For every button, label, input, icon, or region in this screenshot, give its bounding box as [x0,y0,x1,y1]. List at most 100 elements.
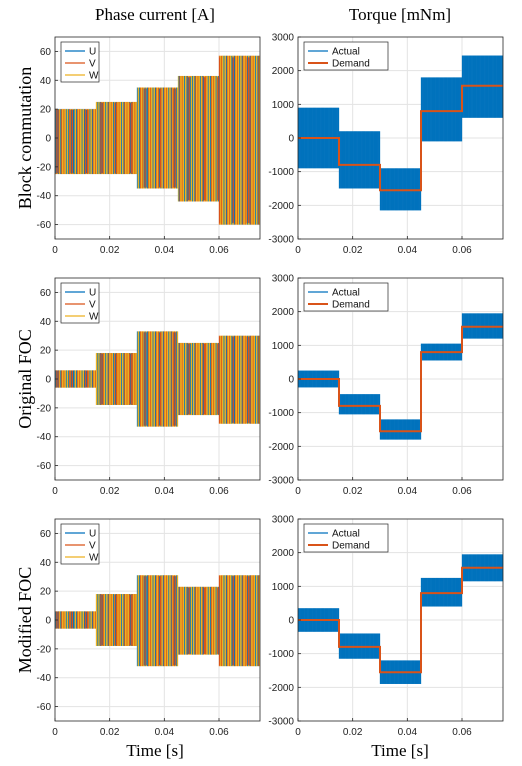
y-tick-label: -20 [37,403,52,414]
x-axis-label-right: Time [s] [371,741,428,760]
legend-label: Actual [332,529,360,540]
y-tick-label: 3000 [272,274,295,285]
y-tick-label: -20 [37,162,52,173]
x-tick-label: 0 [52,245,58,256]
legend: UVW [60,41,100,83]
legend-box [303,523,389,553]
x-tick-label: 0.06 [452,727,472,738]
legend-label: V [89,541,96,552]
legend-label: V [89,300,96,311]
y-tick-label: 2000 [272,307,295,318]
y-tick-label: 1000 [272,582,295,593]
block-commutation-current-data [55,55,260,225]
legend-label: U [89,47,96,58]
x-tick-label: 0.04 [155,486,175,497]
column-title-phase-current: Phase current [A] [95,5,215,24]
original-foc-current-data [55,331,260,427]
y-tick-label: -60 [37,220,52,231]
legend-label: U [89,288,96,299]
legend-label: W [89,553,99,564]
y-tick-label: 20 [40,105,52,116]
legend: UVW [60,282,100,324]
x-tick-label: 0.06 [452,486,472,497]
y-tick-label: -40 [37,432,52,443]
modified-foc-current-data [55,575,260,667]
x-tick-label: 0 [52,727,58,738]
y-tick-label: 40 [40,76,52,87]
x-tick-label: 0.06 [452,245,472,256]
demand-torque-line [298,84,503,192]
y-tick-label: 60 [40,288,52,299]
row-label-block-commutation: Block commutation [15,67,35,209]
column-title-torque: Torque [mNm] [349,5,451,24]
x-tick-label: 0.06 [209,727,229,738]
y-tick-label: -20 [37,644,52,655]
row-label-original-foc: Original FOC [15,329,35,429]
y-tick-label: 0 [45,134,51,145]
legend-box [303,282,389,312]
y-tick-label: -1000 [268,649,294,660]
x-tick-label: 0 [52,486,58,497]
y-tick-label: -60 [37,461,52,472]
x-tick-label: 0.06 [209,245,229,256]
y-tick-label: 60 [40,47,52,58]
y-tick-label: 40 [40,558,52,569]
y-tick-label: 2000 [272,66,295,77]
y-tick-label: 20 [40,346,52,357]
y-tick-label: -3000 [268,476,294,487]
x-tick-label: 0.04 [398,486,418,497]
y-tick-label: 0 [288,616,294,627]
x-tick-label: 0 [295,245,301,256]
x-tick-label: 0.04 [155,245,175,256]
y-tick-label: 1000 [272,341,295,352]
y-tick-label: 40 [40,317,52,328]
legend-box [303,41,389,71]
legend-label: Actual [332,47,360,58]
x-axis-label-left: Time [s] [126,741,183,760]
row-label-modified-foc: Modified FOC [15,567,35,674]
x-tick-label: 0.02 [343,245,363,256]
x-tick-label: 0.06 [209,486,229,497]
y-tick-label: 0 [288,134,294,145]
original-foc-current-plot: 0 0.02 0.04 0.06 60 40 20 0 -20 -40 -60 UVW [37,277,261,497]
x-tick-label: 0 [295,727,301,738]
block-commutation-current-plot: 0 0.02 0.04 0.06 60 40 20 0 -20 -40 -60 UVW [37,36,261,256]
y-tick-label: -1000 [268,167,294,178]
y-tick-label: -1000 [268,408,294,419]
demand-torque-line [298,566,503,674]
y-tick-label: 0 [45,375,51,386]
original-foc-torque-plot: 0 0.02 0.04 0.06 3000 2000 1000 0 -1000 -2000 -300… [268,274,504,497]
x-tick-label: 0.02 [343,727,363,738]
y-tick-label: 3000 [272,33,295,44]
legend-label: W [89,71,99,82]
legend-label: U [89,529,96,540]
x-tick-label: 0.04 [398,245,418,256]
y-tick-label: -40 [37,191,52,202]
original-foc-torque-data [298,313,503,440]
x-tick-label: 0.02 [100,486,120,497]
legend-label: Demand [332,59,370,70]
y-tick-label: -2000 [268,683,294,694]
modified-foc-torque-plot: 0 0.02 0.04 0.06 3000 2000 1000 0 -1000 -2000 -300… [268,515,504,738]
legend: UVW [60,523,100,565]
y-tick-label: 2000 [272,548,295,559]
x-tick-label: 0.04 [155,727,175,738]
x-tick-label: 0.02 [100,245,120,256]
y-tick-label: 20 [40,587,52,598]
x-tick-label: 0 [295,486,301,497]
legend-label: W [89,312,99,323]
block-commutation-torque-data [298,55,503,211]
block-commutation-torque-plot: 0 0.02 0.04 0.06 3000 2000 1000 0 -1000 -2000 -300… [268,33,504,256]
modified-foc-current-plot: 0 0.02 0.04 0.06 60 40 20 0 -20 -40 -60 UVW [37,518,261,738]
legend-label: V [89,59,96,70]
y-tick-label: -60 [37,702,52,713]
y-tick-label: 60 [40,529,52,540]
y-tick-label: 0 [45,616,51,627]
x-tick-label: 0.04 [398,727,418,738]
y-tick-label: 3000 [272,515,295,526]
